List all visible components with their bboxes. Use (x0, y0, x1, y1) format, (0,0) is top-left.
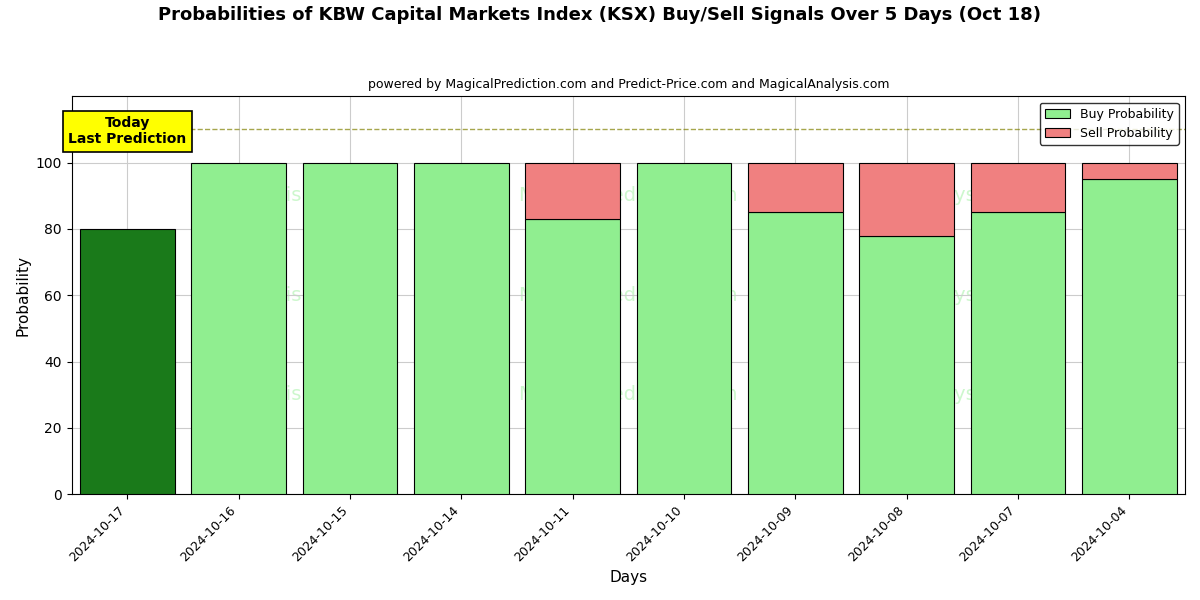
Text: calAnalysis.com: calAnalysis.com (884, 187, 1040, 205)
Bar (748, 212, 842, 494)
Bar (1082, 163, 1177, 179)
Text: Today
Last Prediction: Today Last Prediction (68, 116, 186, 146)
Bar (859, 163, 954, 236)
Text: Probabilities of KBW Capital Markets Index (KSX) Buy/Sell Signals Over 5 Days (O: Probabilities of KBW Capital Markets Ind… (158, 6, 1042, 24)
Text: MagicalPrediction.com: MagicalPrediction.com (518, 187, 738, 205)
Text: calAnalysis.com: calAnalysis.com (884, 286, 1040, 305)
Bar (80, 229, 175, 494)
Y-axis label: Probability: Probability (16, 255, 30, 336)
Text: calAnalysis.com: calAnalysis.com (194, 385, 350, 404)
Text: calAnalysis.com: calAnalysis.com (884, 385, 1040, 404)
Bar (971, 163, 1066, 212)
Bar (748, 163, 842, 212)
Bar (971, 212, 1066, 494)
Bar (526, 163, 620, 219)
Title: powered by MagicalPrediction.com and Predict-Price.com and MagicalAnalysis.com: powered by MagicalPrediction.com and Pre… (367, 78, 889, 91)
Bar (1082, 179, 1177, 494)
Bar (859, 236, 954, 494)
Text: calAnalysis.com: calAnalysis.com (194, 187, 350, 205)
Text: calAnalysis.com: calAnalysis.com (194, 286, 350, 305)
Bar (302, 163, 397, 494)
Bar (637, 163, 731, 494)
Legend: Buy Probability, Sell Probability: Buy Probability, Sell Probability (1040, 103, 1178, 145)
Bar (414, 163, 509, 494)
X-axis label: Days: Days (610, 570, 647, 585)
Text: MagicalPrediction.com: MagicalPrediction.com (518, 286, 738, 305)
Bar (191, 163, 286, 494)
Bar (526, 219, 620, 494)
Text: MagicalPrediction.com: MagicalPrediction.com (518, 385, 738, 404)
